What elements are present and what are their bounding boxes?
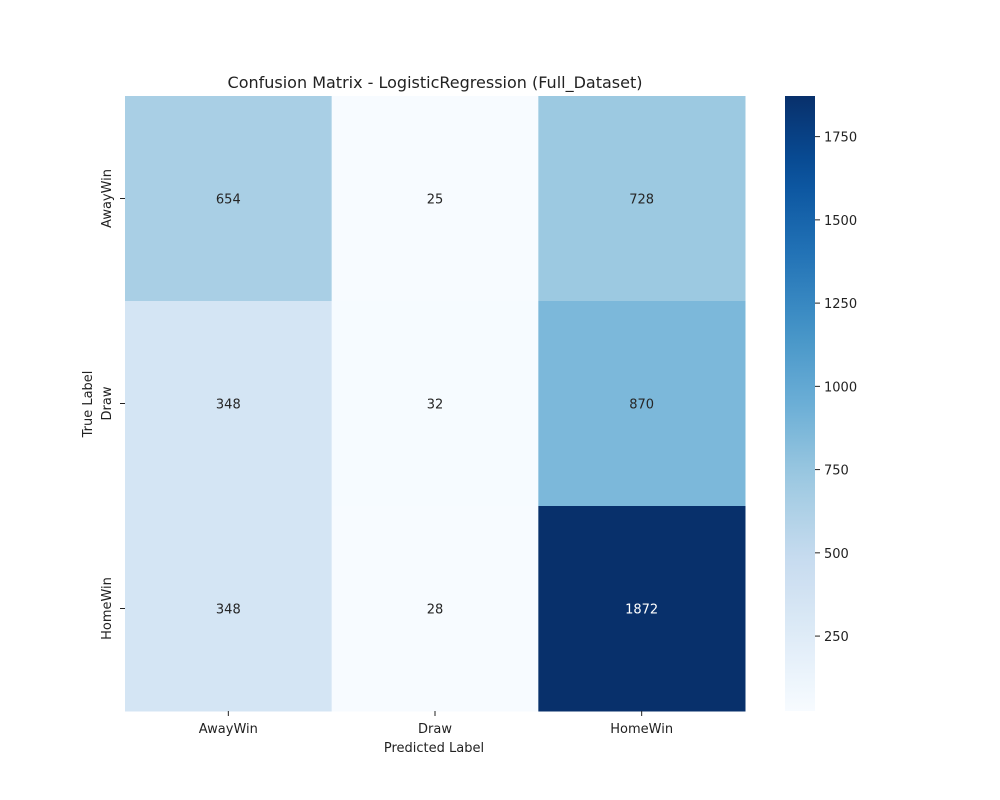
heatmap-cell xyxy=(538,506,746,712)
cell-value-label: 348 xyxy=(216,398,241,413)
heatmap-cell xyxy=(331,96,539,302)
cell-value-label: 32 xyxy=(427,398,444,413)
x-axis-ticks: AwayWin Draw HomeWin xyxy=(199,711,673,737)
cell-value-label: 654 xyxy=(216,193,241,208)
heatmap-grid: 654 25 728 348 32 870 348 28 1872 xyxy=(125,96,746,712)
colorbar-tick-label: 1750 xyxy=(824,131,857,146)
x-tick-label: HomeWin xyxy=(610,722,673,737)
colorbar-tick-label: 1250 xyxy=(824,297,857,312)
x-tick-label: Draw xyxy=(418,722,452,737)
cell-value-label: 1872 xyxy=(625,603,658,618)
colorbar xyxy=(785,96,815,711)
cell-value-label: 728 xyxy=(629,193,654,208)
colorbar-tick-label: 500 xyxy=(824,547,849,562)
colorbar-tick-label: 750 xyxy=(824,464,849,479)
cell-value-label: 348 xyxy=(216,603,241,618)
colorbar-ticks: 250 500 750 1000 1250 1500 1750 xyxy=(815,131,857,645)
cell-value-label: 25 xyxy=(427,193,444,208)
colorbar-tick-label: 1000 xyxy=(824,380,857,395)
cell-value-label: 28 xyxy=(427,603,444,618)
y-tick-label: AwayWin xyxy=(100,169,115,228)
colorbar-tick-label: 1500 xyxy=(824,214,857,229)
y-axis-label: True Label xyxy=(81,371,96,439)
chart-title: Confusion Matrix - LogisticRegression (F… xyxy=(228,73,643,93)
x-tick-label: AwayWin xyxy=(199,722,258,737)
heatmap-cell xyxy=(538,96,746,302)
y-axis-ticks: AwayWin Draw HomeWin xyxy=(100,169,125,640)
cell-value-label: 870 xyxy=(629,398,654,413)
y-tick-label: Draw xyxy=(100,386,115,420)
heatmap-cell xyxy=(125,301,333,507)
y-tick-label: HomeWin xyxy=(100,577,115,640)
heatmap-cell xyxy=(331,301,539,507)
heatmap-cell xyxy=(125,506,333,712)
heatmap-cell xyxy=(125,96,333,302)
x-axis-label: Predicted Label xyxy=(384,741,484,756)
colorbar-tick-label: 250 xyxy=(824,630,849,645)
heatmap-cell xyxy=(331,506,539,712)
heatmap-cell xyxy=(538,301,746,507)
